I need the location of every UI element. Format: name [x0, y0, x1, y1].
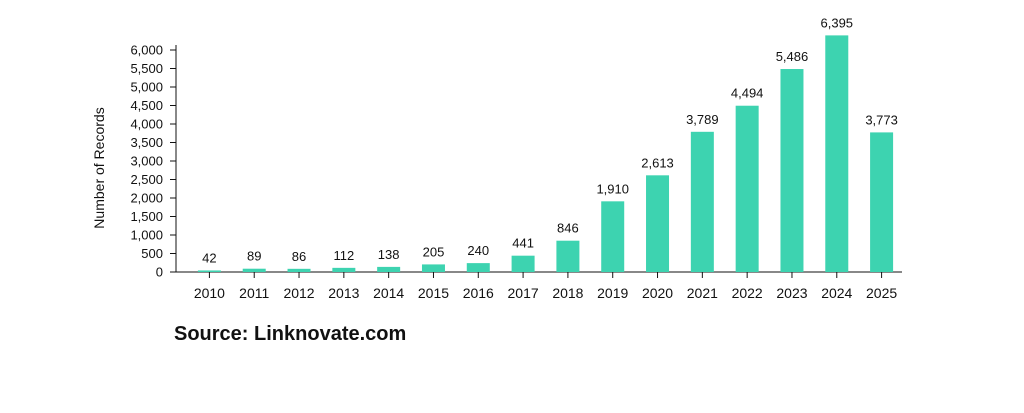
data-label: 1,910: [596, 181, 629, 196]
x-tick-label: 2022: [732, 285, 763, 301]
data-labels: 42 89 86 112 138 205 240 441 846 1,910 2,613 3,789 4…: [202, 15, 898, 265]
x-tick-label: 2017: [508, 285, 539, 301]
data-label: 4,494: [731, 86, 764, 101]
y-tick-label: 5,000: [130, 80, 163, 95]
bar: [780, 69, 804, 272]
y-tick-label: 5,500: [130, 61, 163, 76]
data-label: 3,773: [865, 112, 898, 127]
bar: [377, 266, 401, 272]
bars: [197, 35, 894, 273]
bar: [870, 132, 894, 272]
data-label: 3,789: [686, 112, 719, 127]
bar: [690, 131, 714, 272]
data-label: 42: [202, 250, 216, 265]
x-tick-label: 2024: [821, 285, 852, 301]
bar: [466, 263, 490, 272]
bar: [332, 267, 356, 272]
x-tick-label: 2012: [283, 285, 314, 301]
y-tick-label: 3,000: [130, 154, 163, 169]
y-axis-title: Number of Records: [91, 107, 107, 228]
y-tick-label: 6,000: [130, 43, 163, 58]
x-tick-label: 2020: [642, 285, 673, 301]
x-tick-label: 2021: [687, 285, 718, 301]
bar: [242, 268, 266, 272]
y-tick-label: 1,000: [130, 228, 163, 243]
y-tick-label: 3,500: [130, 135, 163, 150]
source-caption: Source: Linknovate.com: [174, 323, 407, 345]
data-label: 205: [423, 244, 445, 259]
data-label: 2,613: [641, 155, 674, 170]
x-tick-label: 2018: [552, 285, 583, 301]
y-tick-label: 500: [141, 246, 163, 261]
data-label: 89: [247, 249, 261, 264]
x-tick-label: 2025: [866, 285, 897, 301]
bar: [511, 255, 535, 272]
x-tick-label: 2013: [328, 285, 359, 301]
y-tick-label: 0: [156, 265, 163, 280]
data-label: 86: [292, 249, 306, 264]
bar: [287, 268, 311, 272]
bar: [197, 270, 221, 272]
y-axis: 0 500 1,000 1,500 2,000 2,500 3,000 3,500 4,000 4…: [130, 43, 177, 280]
y-tick-label: 2,500: [130, 172, 163, 187]
data-label: 6,395: [821, 15, 854, 30]
y-tick-label: 1,500: [130, 209, 163, 224]
data-label: 138: [378, 247, 400, 262]
data-label: 5,486: [776, 49, 809, 64]
bar: [556, 240, 580, 272]
bar: [421, 264, 445, 272]
data-label: 846: [557, 221, 579, 236]
y-tick-label: 4,000: [130, 117, 163, 132]
x-tick-label: 2014: [373, 285, 404, 301]
data-label: 441: [512, 236, 534, 251]
bar: [646, 175, 670, 272]
x-tick-label: 2010: [194, 285, 225, 301]
bar: [735, 105, 759, 272]
bar: [825, 35, 849, 273]
x-axis: 2010 2011 2012 2013 2014 2015 2016 2017 2018 2019…: [176, 271, 902, 301]
y-tick-label: 4,500: [130, 98, 163, 113]
y-tick-label: 2,000: [130, 191, 163, 206]
x-tick-label: 2023: [776, 285, 807, 301]
x-tick-label: 2011: [239, 285, 269, 301]
x-tick-label: 2019: [597, 285, 628, 301]
data-label: 240: [467, 243, 489, 258]
x-tick-label: 2015: [418, 285, 449, 301]
bar: [601, 201, 625, 272]
data-label: 112: [333, 248, 354, 263]
x-tick-label: 2016: [463, 285, 494, 301]
